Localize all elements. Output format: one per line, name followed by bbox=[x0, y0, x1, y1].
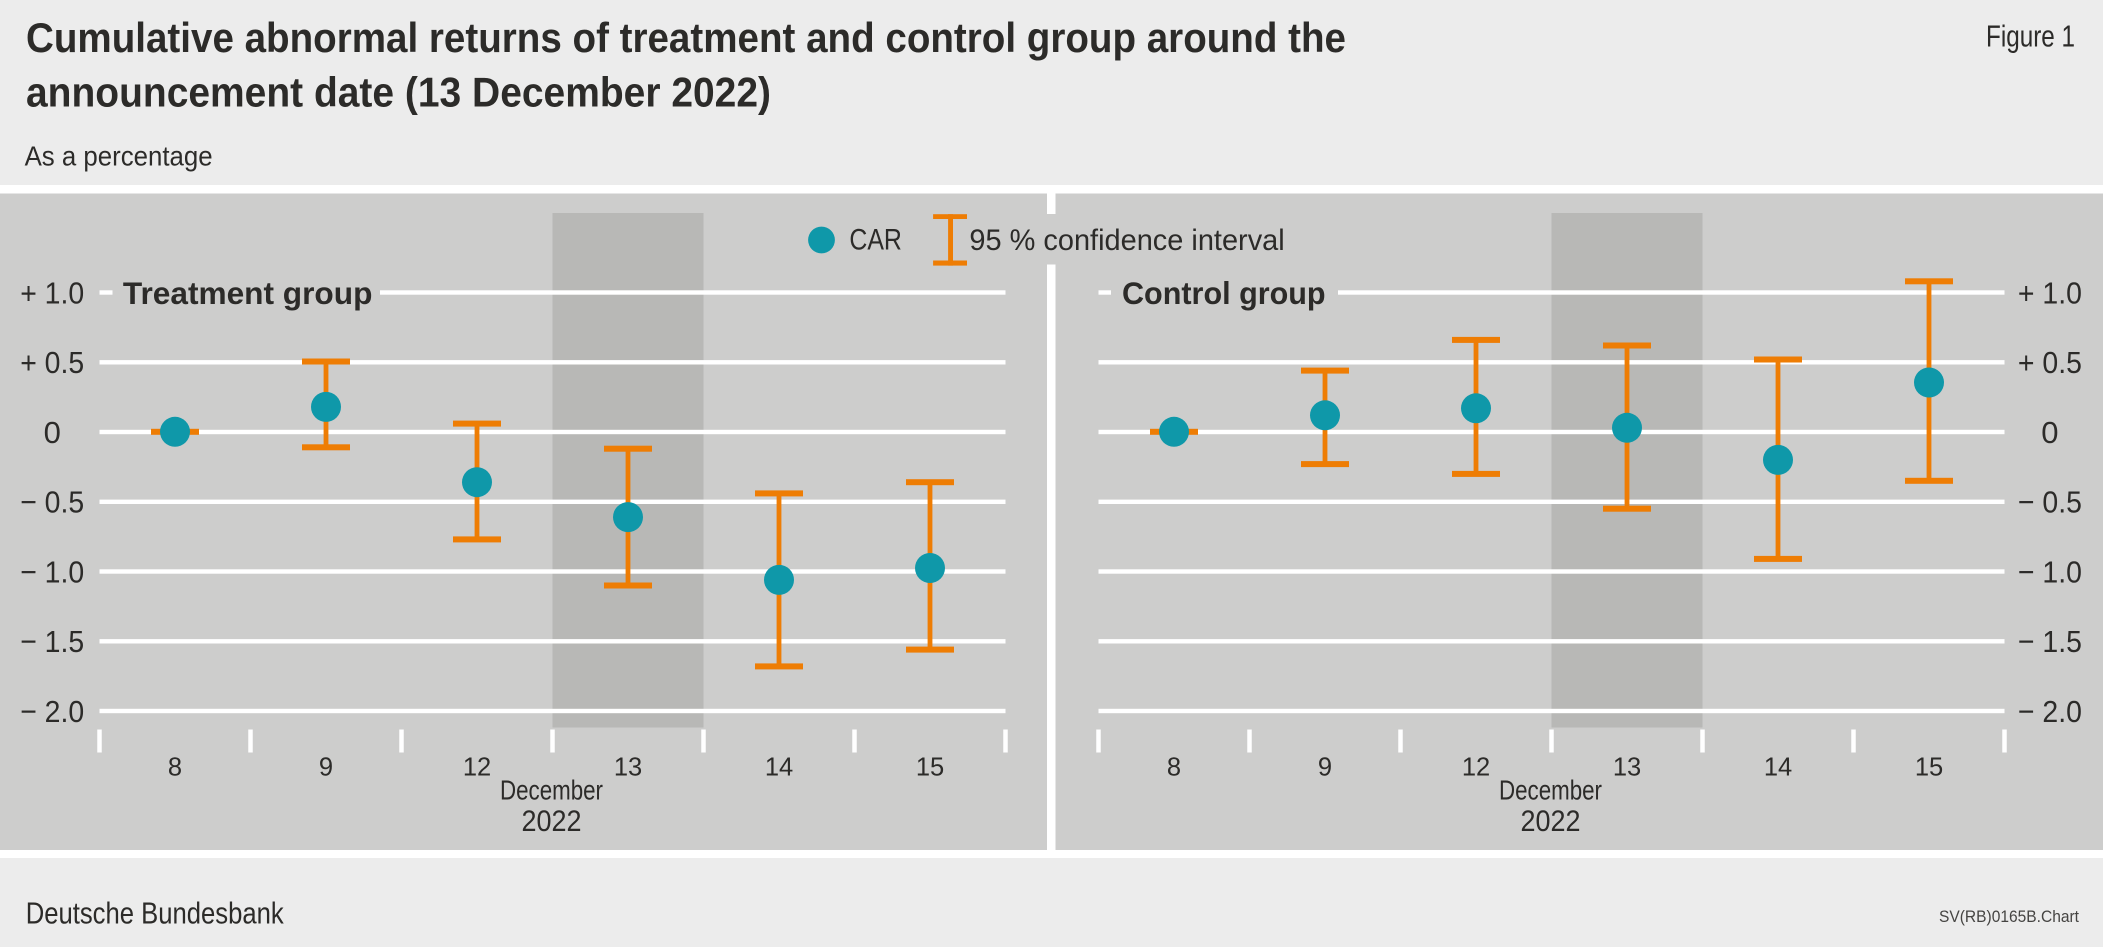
svg-text:− 0.5: − 0.5 bbox=[20, 485, 84, 520]
svg-text:As a percentage: As a percentage bbox=[25, 141, 213, 172]
svg-text:14: 14 bbox=[1764, 754, 1792, 782]
svg-text:Treatment group: Treatment group bbox=[123, 275, 373, 311]
svg-text:December: December bbox=[1499, 775, 1602, 806]
svg-text:Control group: Control group bbox=[1122, 275, 1326, 311]
svg-text:14: 14 bbox=[765, 754, 793, 782]
svg-text:announcement date (13 December: announcement date (13 December 2022) bbox=[26, 68, 771, 115]
svg-text:+ 1.0: + 1.0 bbox=[20, 275, 84, 310]
svg-text:Cumulative abnormal returns of: Cumulative abnormal returns of treatment… bbox=[26, 14, 1346, 61]
svg-text:9: 9 bbox=[319, 754, 333, 782]
svg-text:2022: 2022 bbox=[522, 805, 582, 838]
svg-text:95 % confidence interval: 95 % confidence interval bbox=[969, 224, 1284, 257]
svg-text:− 0.5: − 0.5 bbox=[2018, 485, 2082, 520]
svg-text:Figure 1: Figure 1 bbox=[1986, 19, 2075, 53]
svg-text:− 2.0: − 2.0 bbox=[20, 694, 84, 729]
svg-text:0: 0 bbox=[44, 415, 61, 450]
svg-text:− 2.0: − 2.0 bbox=[2018, 694, 2082, 729]
svg-text:12: 12 bbox=[463, 754, 491, 782]
svg-text:9: 9 bbox=[1318, 754, 1332, 782]
svg-text:15: 15 bbox=[1915, 754, 1943, 782]
svg-text:− 1.5: − 1.5 bbox=[20, 624, 84, 659]
svg-text:2022: 2022 bbox=[1521, 805, 1581, 838]
svg-text:SV(RB)0165B.Chart: SV(RB)0165B.Chart bbox=[1939, 908, 2079, 926]
svg-text:8: 8 bbox=[168, 754, 182, 782]
svg-text:8: 8 bbox=[1167, 754, 1181, 782]
svg-text:+ 0.5: + 0.5 bbox=[20, 345, 84, 380]
svg-text:− 1.5: − 1.5 bbox=[2018, 624, 2082, 659]
svg-text:0: 0 bbox=[2041, 415, 2058, 450]
svg-text:12: 12 bbox=[1462, 754, 1490, 782]
svg-text:− 1.0: − 1.0 bbox=[20, 554, 84, 589]
svg-text:Deutsche Bundesbank: Deutsche Bundesbank bbox=[26, 896, 285, 930]
svg-text:13: 13 bbox=[614, 754, 642, 782]
svg-text:15: 15 bbox=[916, 754, 944, 782]
svg-text:CAR: CAR bbox=[849, 224, 902, 257]
svg-text:+ 0.5: + 0.5 bbox=[2018, 345, 2082, 380]
svg-text:+ 1.0: + 1.0 bbox=[2018, 275, 2082, 310]
svg-text:December: December bbox=[500, 775, 603, 806]
svg-text:13: 13 bbox=[1613, 754, 1641, 782]
svg-text:− 1.0: − 1.0 bbox=[2018, 554, 2082, 589]
